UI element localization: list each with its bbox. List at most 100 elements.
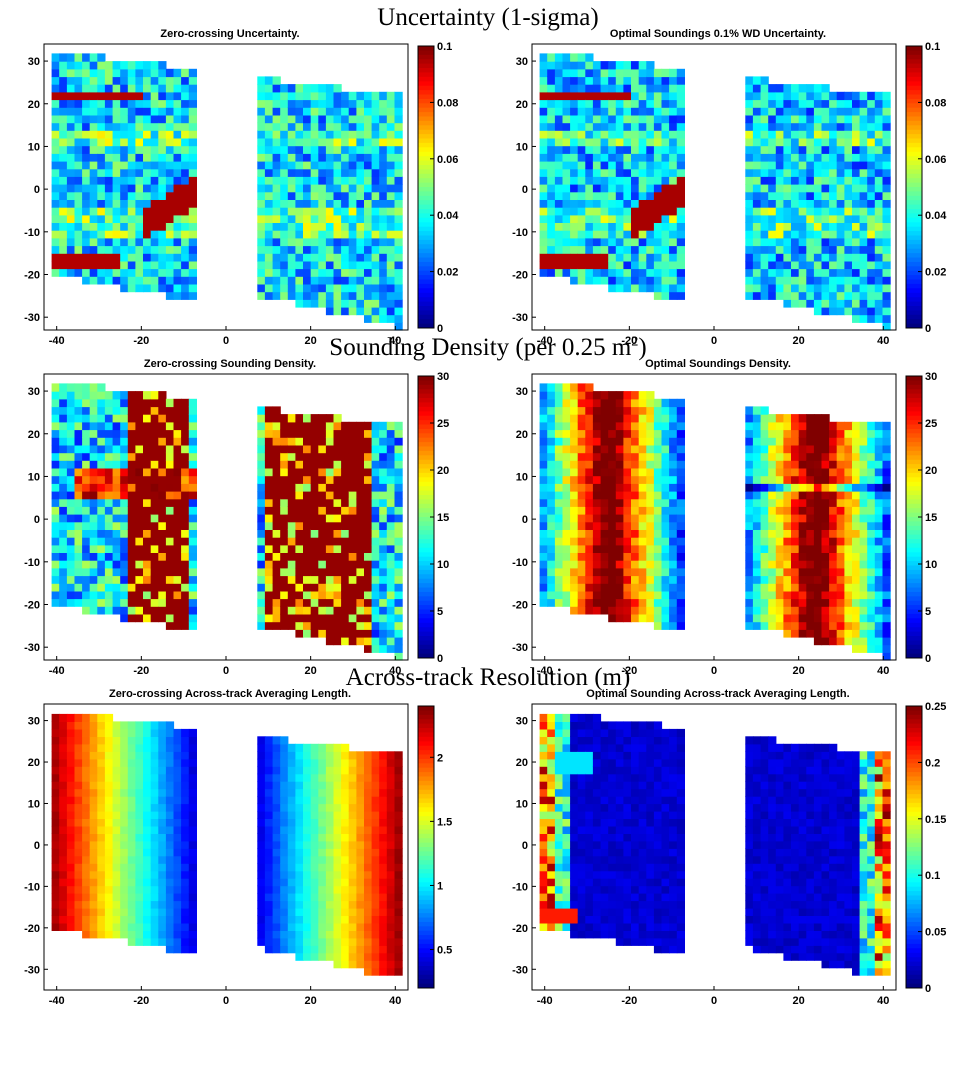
heatmap-cell (173, 114, 182, 124)
heatmap-cell (791, 91, 800, 101)
heatmap-cell (173, 491, 182, 500)
heatmap-cell (615, 613, 624, 623)
heatmap-cell (768, 161, 777, 170)
heatmap-cell (364, 207, 373, 216)
heatmap-cell (608, 276, 617, 285)
heatmap-cell (577, 514, 586, 523)
heatmap-cell (615, 184, 624, 193)
heatmap-cell (554, 145, 564, 154)
heatmap-cell (661, 475, 670, 484)
heatmap-cell (74, 130, 83, 139)
heatmap-cell (379, 613, 388, 623)
colorbar-band (418, 406, 434, 412)
heatmap-cell (165, 114, 175, 124)
heatmap-cell (104, 145, 114, 154)
heatmap-cell (89, 176, 98, 185)
heatmap-cell (394, 613, 403, 623)
heatmap-cell (371, 598, 380, 607)
heatmap-cell (143, 414, 152, 423)
heatmap-cell (859, 107, 868, 116)
colorbar-band (418, 213, 434, 219)
heatmap-cell (592, 406, 602, 415)
heatmap-cell (577, 114, 586, 124)
heatmap-cell (51, 230, 60, 239)
heatmap-cell (562, 506, 571, 515)
heatmap-cell (547, 168, 556, 177)
heatmap-cell (66, 61, 76, 70)
heatmap-cell (318, 291, 327, 300)
heatmap-cell (615, 76, 624, 85)
heatmap-cell (356, 552, 365, 561)
colorbar-band (418, 636, 434, 641)
heatmap-cell (325, 291, 335, 300)
heatmap-cell (577, 444, 586, 454)
heatmap-cell (303, 429, 312, 438)
heatmap-cell (394, 207, 403, 216)
heatmap-cell (813, 161, 823, 170)
heatmap-cell (59, 575, 68, 584)
heatmap-cell (386, 191, 395, 200)
section-title-text: Sounding Density (per 0.25 m (329, 334, 632, 361)
heatmap-cell (638, 506, 647, 515)
heatmap-cell (646, 506, 655, 515)
heatmap-cell (264, 276, 274, 285)
heatmap-cell (760, 560, 769, 569)
heatmap-cell (318, 483, 327, 492)
heatmap-cell (364, 644, 373, 653)
heatmap-cell (547, 506, 556, 515)
heatmap-cell (813, 452, 823, 461)
heatmap-cell (760, 291, 769, 300)
heatmap-cell (150, 184, 159, 193)
heatmap-cell (150, 437, 159, 446)
heatmap-cell (173, 199, 182, 208)
heatmap-cell (280, 537, 289, 546)
heatmap-cell (615, 91, 624, 101)
heatmap-cell (341, 191, 350, 200)
heatmap-cell (585, 61, 594, 70)
colorbar-band (418, 239, 434, 245)
heatmap-cell (165, 199, 175, 208)
heatmap-cell (836, 161, 845, 170)
heatmap-cell (554, 498, 564, 507)
heatmap-cell (303, 276, 312, 285)
heatmap-cell (181, 268, 190, 277)
colorbar-band (418, 627, 434, 633)
heatmap-cell (127, 429, 136, 438)
heatmap-cell (127, 214, 136, 223)
heatmap-cell (310, 552, 319, 561)
heatmap-cell (554, 161, 564, 170)
heatmap-cell (158, 467, 167, 477)
heatmap-cell (379, 429, 388, 438)
heatmap-cell (577, 606, 586, 615)
heatmap-cell (165, 621, 175, 630)
heatmap-cell (66, 552, 76, 561)
heatmap-cell (325, 299, 335, 308)
heatmap-cell (89, 598, 98, 607)
heatmap-cell (653, 253, 663, 262)
colorbar-band (906, 151, 922, 157)
heatmap-cell (562, 498, 571, 507)
heatmap-cell (150, 253, 159, 262)
heatmap-cell (783, 460, 792, 469)
heatmap-cell (615, 606, 624, 615)
heatmap-cell (836, 590, 845, 600)
heatmap-cell (585, 483, 594, 492)
heatmap-cell (66, 153, 76, 162)
heatmap-cell (188, 498, 197, 507)
heatmap-cell (104, 114, 114, 124)
heatmap-cell (371, 260, 380, 270)
heatmap-cell (394, 636, 403, 646)
heatmap-cell (287, 552, 296, 561)
heatmap-cell (783, 245, 792, 254)
colorbar-band (906, 217, 922, 223)
heatmap-cell (287, 114, 296, 124)
heatmap-cell (562, 406, 571, 415)
heatmap-cell (59, 498, 68, 507)
heatmap-cell (97, 537, 106, 546)
colorbar-band (906, 138, 922, 144)
heatmap-cell (760, 268, 769, 277)
heatmap-cell (852, 452, 861, 461)
heatmap-cell (74, 61, 83, 70)
heatmap-cell (386, 91, 395, 101)
heatmap-cell (653, 260, 663, 270)
